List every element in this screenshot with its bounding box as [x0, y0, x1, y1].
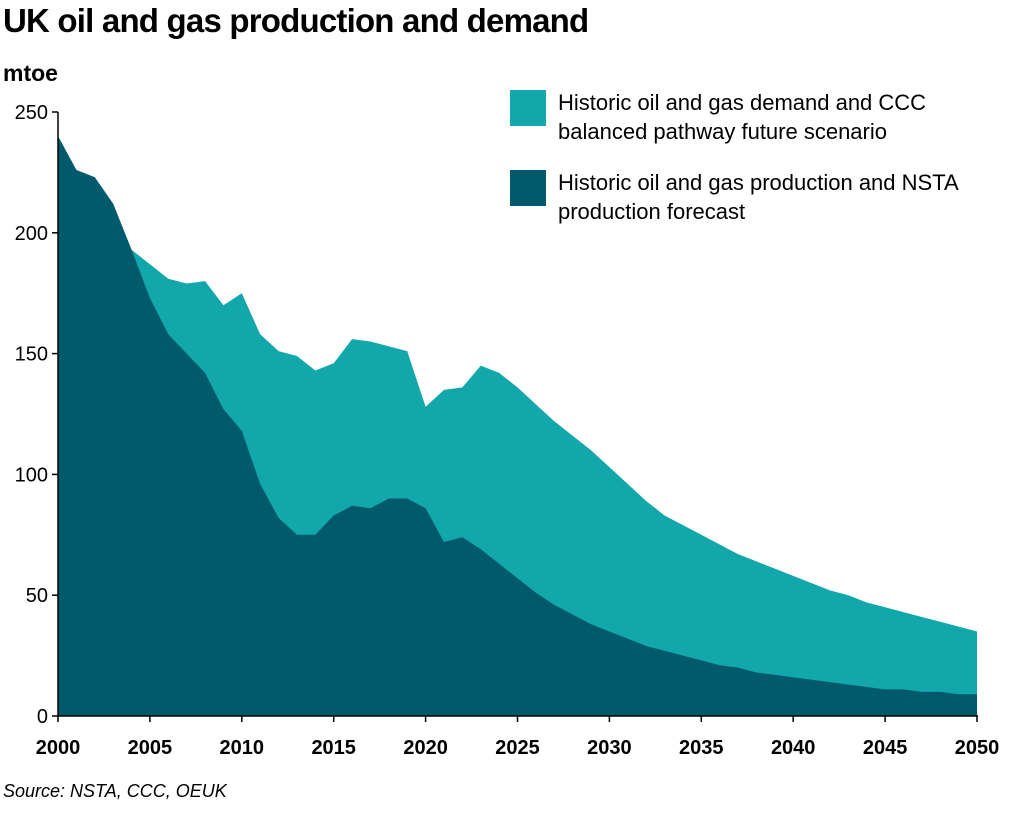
y-tick-label: 50 [26, 585, 48, 607]
y-axis-unit-label: mtoe [3, 60, 58, 86]
x-tick-label: 2005 [128, 737, 173, 759]
legend-swatch-production [510, 170, 546, 206]
legend-item-production: Historic oil and gas production and NSTA… [510, 168, 1010, 226]
x-axis-ticks: 2000 2005 2010 2015 2020 2025 2030 2035 2040 2045… [36, 716, 1000, 759]
x-tick-label: 2000 [36, 737, 81, 759]
legend-label-demand: Historic oil and gas demand and CCC bala… [558, 90, 927, 144]
x-tick-label: 2045 [863, 737, 908, 759]
x-tick-label: 2030 [587, 737, 632, 759]
source-note: Source: NSTA, CCC, OEUK [3, 781, 227, 801]
legend-item-demand: Historic oil and gas demand and CCC bala… [510, 88, 1010, 146]
x-tick-label: 2040 [771, 737, 816, 759]
legend-swatch-demand [510, 90, 546, 126]
y-tick-label: 150 [15, 344, 48, 366]
y-axis-ticks: 0 50 100 150 200 250 [15, 102, 58, 728]
chart-title: UK oil and gas production and demand [3, 2, 589, 39]
legend-label-production: Historic oil and gas production and NSTA… [558, 170, 958, 224]
y-tick-label: 0 [37, 706, 48, 728]
area-production [58, 136, 977, 716]
legend: Historic oil and gas demand and CCC bala… [510, 88, 1010, 248]
y-tick-label: 100 [15, 464, 48, 486]
chart-areas [58, 136, 977, 716]
y-tick-label: 250 [15, 102, 48, 124]
x-tick-label: 2020 [403, 737, 448, 759]
x-tick-label: 2015 [311, 737, 356, 759]
x-tick-label: 2035 [679, 737, 724, 759]
y-tick-label: 200 [15, 223, 48, 245]
x-tick-label: 2050 [955, 737, 1000, 759]
x-tick-label: 2010 [220, 737, 265, 759]
x-tick-label: 2025 [495, 737, 540, 759]
